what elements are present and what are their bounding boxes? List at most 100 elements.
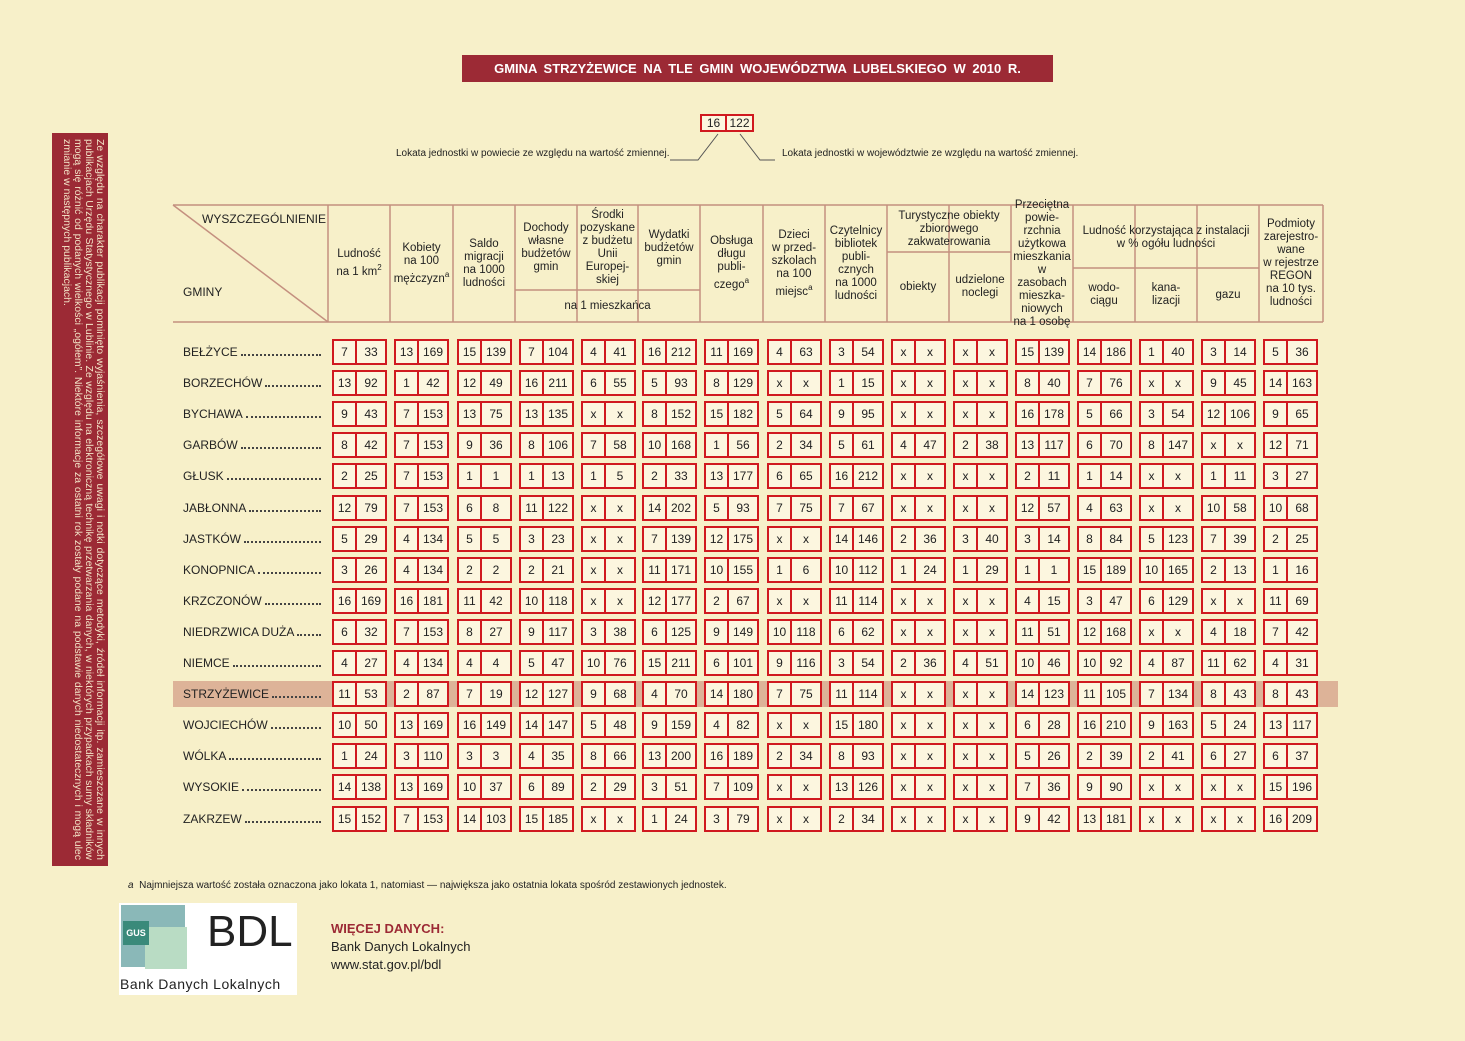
voivodeship-rank: x bbox=[1226, 589, 1254, 612]
voivodeship-rank: 51 bbox=[978, 652, 1006, 674]
county-rank: 3 bbox=[459, 745, 480, 768]
column-label: Podmioty zarejestro- wane w rejestrze RE… bbox=[1263, 218, 1319, 308]
rank-cell: 9 90 bbox=[1077, 774, 1132, 801]
county-rank: 8 bbox=[706, 372, 727, 395]
rank-cell: 14 123 bbox=[1015, 681, 1070, 708]
county-rank: 5 bbox=[831, 434, 852, 457]
voivodeship-rank: 47 bbox=[916, 434, 944, 457]
row-name: JABŁONNA bbox=[183, 500, 247, 515]
row-label: ZAKRZEW bbox=[183, 809, 321, 829]
rank-cell: 12 79 bbox=[332, 494, 387, 521]
county-rank: x bbox=[955, 620, 976, 643]
voivodeship-rank: 68 bbox=[1288, 496, 1316, 519]
voivodeship-rank: 41 bbox=[1164, 745, 1192, 768]
county-rank: 7 bbox=[396, 465, 417, 488]
rank-cell: 4 70 bbox=[642, 681, 697, 708]
column-superscript: 2 bbox=[377, 263, 382, 273]
voivodeship-rank: 75 bbox=[792, 496, 820, 519]
rank-cell: 12 106 bbox=[1201, 401, 1256, 428]
voivodeship-rank: x bbox=[916, 745, 944, 768]
voivodeship-rank: 40 bbox=[1040, 372, 1068, 395]
county-rank: 5 bbox=[1141, 527, 1162, 550]
voivodeship-rank: 62 bbox=[854, 620, 882, 643]
rank-cell: 4 63 bbox=[767, 339, 822, 365]
voivodeship-rank: x bbox=[792, 372, 820, 395]
rank-cell: 5 26 bbox=[1015, 743, 1070, 770]
voivodeship-rank: x bbox=[978, 620, 1006, 643]
voivodeship-rank: x bbox=[1164, 807, 1192, 830]
voivodeship-rank: 24 bbox=[1226, 714, 1254, 737]
voivodeship-rank: 18 bbox=[1226, 620, 1254, 643]
county-rank: 14 bbox=[459, 807, 480, 830]
rank-cell: 16 211 bbox=[519, 370, 574, 397]
county-rank: 7 bbox=[831, 496, 852, 519]
county-rank: 7 bbox=[706, 776, 727, 799]
voivodeship-rank: 82 bbox=[729, 714, 757, 737]
voivodeship-rank: x bbox=[792, 807, 820, 830]
leader-dots bbox=[229, 758, 321, 761]
rank-cell: 9 163 bbox=[1139, 712, 1194, 739]
rank-cell: 2 39 bbox=[1077, 743, 1132, 770]
county-rank: 1 bbox=[831, 372, 852, 395]
rank-cell: 9 43 bbox=[332, 401, 387, 428]
voivodeship-rank: 58 bbox=[606, 434, 634, 457]
voivodeship-rank: x bbox=[1164, 496, 1192, 519]
voivodeship-rank: 43 bbox=[1288, 683, 1316, 706]
row-name: BEŁŻYCE bbox=[183, 345, 238, 359]
row-name: ZAKRZEW bbox=[183, 811, 242, 826]
voivodeship-rank: x bbox=[792, 776, 820, 799]
county-rank: 13 bbox=[396, 776, 417, 799]
voivodeship-rank: 11 bbox=[1226, 465, 1254, 488]
county-rank: 14 bbox=[831, 527, 852, 550]
county-rank: 14 bbox=[1265, 372, 1286, 395]
leader-dots bbox=[258, 571, 321, 574]
voivodeship-rank: 14 bbox=[1226, 341, 1254, 363]
county-rank: 4 bbox=[1141, 652, 1162, 674]
voivodeship-rank: 37 bbox=[1288, 745, 1316, 768]
county-rank: 2 bbox=[459, 558, 480, 581]
voivodeship-rank: 87 bbox=[419, 683, 447, 706]
county-rank: 16 bbox=[1079, 714, 1100, 737]
county-rank: 1 bbox=[1141, 341, 1162, 363]
county-rank: 9 bbox=[459, 434, 480, 457]
county-rank: 7 bbox=[1265, 620, 1286, 643]
county-rank: 16 bbox=[334, 589, 355, 612]
voivodeship-rank: 70 bbox=[1102, 434, 1130, 457]
rank-cell: 10 50 bbox=[332, 712, 387, 739]
county-rank: 7 bbox=[396, 807, 417, 830]
county-rank: 13 bbox=[396, 714, 417, 737]
county-rank: x bbox=[893, 341, 914, 363]
county-rank: 10 bbox=[831, 558, 852, 581]
rank-cell: 8 43 bbox=[1201, 681, 1256, 708]
county-rank: 7 bbox=[583, 434, 604, 457]
county-rank: 12 bbox=[706, 527, 727, 550]
rank-cell: 13 117 bbox=[1015, 432, 1070, 459]
voivodeship-rank: 163 bbox=[1164, 714, 1192, 737]
rank-cell: 11 105 bbox=[1077, 681, 1132, 708]
county-rank: 12 bbox=[1079, 620, 1100, 643]
logo-badge: GUS bbox=[123, 921, 149, 945]
voivodeship-rank: 159 bbox=[667, 714, 695, 737]
county-rank: 11 bbox=[644, 558, 665, 581]
voivodeship-rank: 50 bbox=[357, 714, 385, 737]
voivodeship-rank: 153 bbox=[419, 807, 447, 830]
county-rank: 7 bbox=[521, 341, 542, 363]
county-rank: x bbox=[583, 807, 604, 830]
voivodeship-rank: 147 bbox=[544, 714, 572, 737]
rank-cell: 3 79 bbox=[704, 805, 759, 832]
county-rank: 5 bbox=[521, 652, 542, 674]
county-rank: 1 bbox=[1265, 558, 1286, 581]
rank-cell: 2 34 bbox=[767, 432, 822, 459]
voivodeship-rank: 57 bbox=[1040, 496, 1068, 519]
voivodeship-rank: x bbox=[1226, 807, 1254, 830]
voivodeship-rank: 135 bbox=[544, 403, 572, 426]
county-rank: 13 bbox=[521, 403, 542, 426]
